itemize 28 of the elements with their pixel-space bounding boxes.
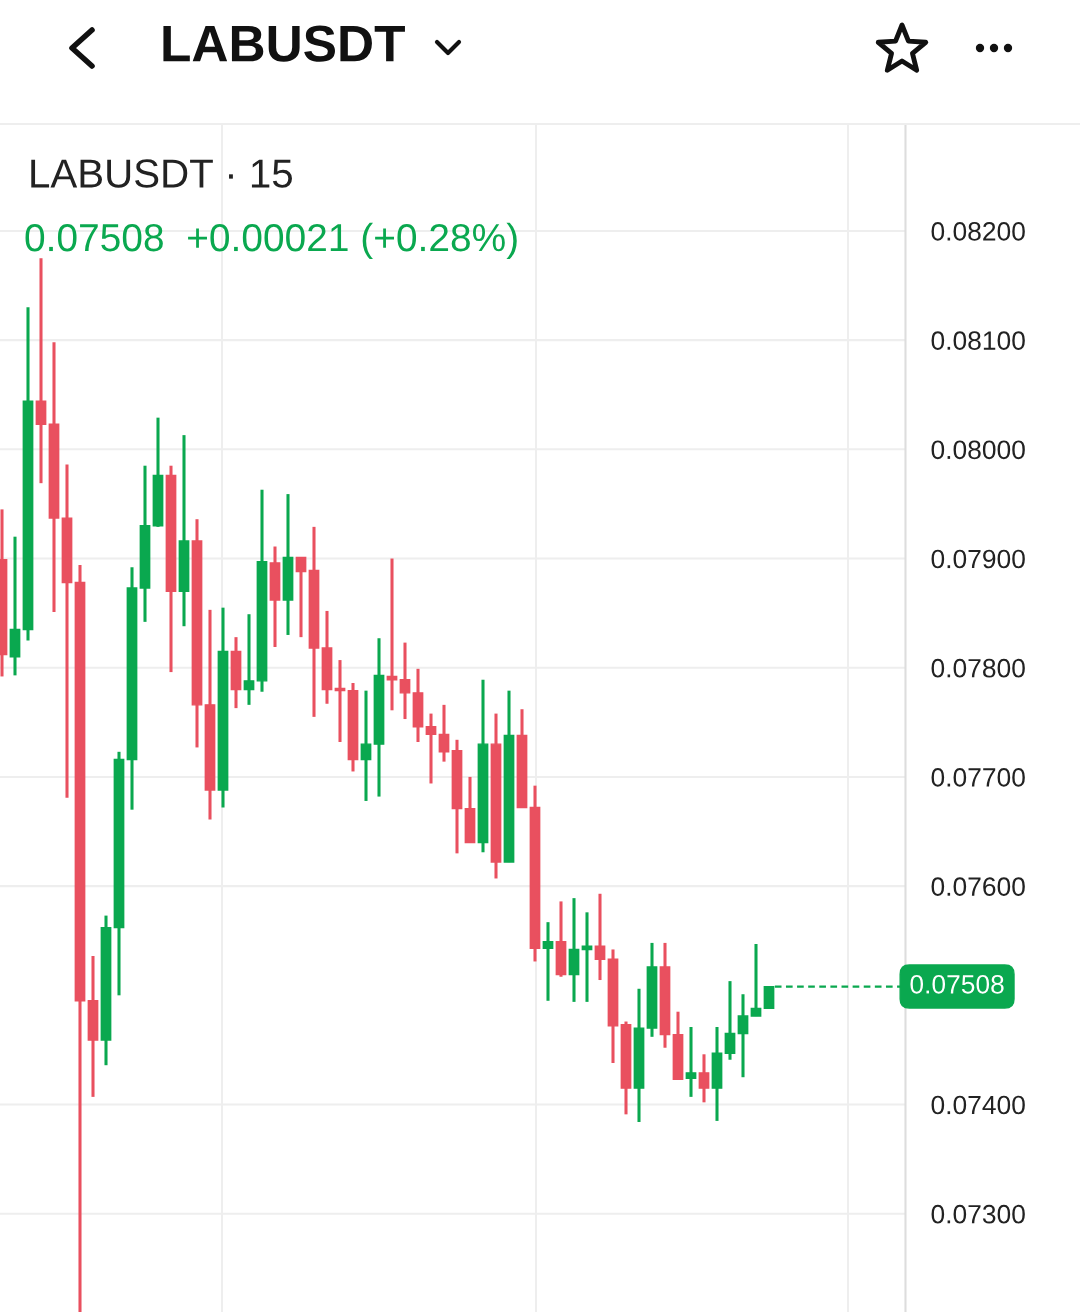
- y-tick-label: 0.08200: [931, 222, 1025, 241]
- y-tick-label: 0.08100: [931, 331, 1025, 350]
- candlestick: [35, 258, 47, 485]
- candlestick: [295, 556, 307, 639]
- candlestick: [581, 912, 593, 1002]
- candlestick: [685, 1026, 697, 1097]
- candlestick: [737, 994, 749, 1079]
- candlestick: [594, 892, 606, 982]
- candlestick: [425, 713, 437, 784]
- y-tick-label: 0.08000: [931, 440, 1025, 460]
- annotation: 0.07508 +0.00021 (+0.28%): [25, 222, 517, 260]
- candlestick: [724, 981, 736, 1060]
- chart-title: LABUSDT: [163, 25, 405, 62]
- text: LABUSDT · 15: [31, 159, 292, 188]
- y-tick-label: 0.07800: [931, 658, 1025, 678]
- y-tick-label: 0.07400: [931, 1095, 1025, 1115]
- candlestick: [360, 690, 372, 801]
- candlestick: [399, 642, 411, 721]
- y-tick-label: 0.07700: [931, 768, 1025, 787]
- y-tick-label: 0.07300: [931, 1204, 1025, 1224]
- candlestick: [542, 922, 554, 1001]
- candlestick: [438, 703, 450, 762]
- candlestick: [698, 1054, 710, 1103]
- y-tick-label: 0.07600: [931, 877, 1025, 896]
- candlestick: [750, 944, 762, 1017]
- y-tick-label: 0.07900: [931, 549, 1025, 569]
- candlestick: [243, 614, 255, 705]
- ref-line-label: 0.07508: [910, 974, 1004, 994]
